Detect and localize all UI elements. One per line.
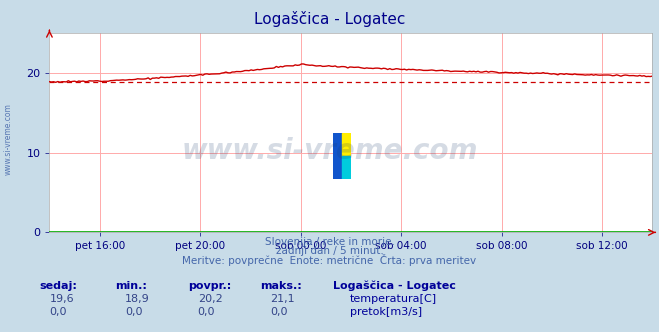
Bar (333, 133, 342, 179)
Text: Meritve: povprečne  Enote: metrične  Črta: prva meritev: Meritve: povprečne Enote: metrične Črta:… (183, 254, 476, 266)
Text: povpr.:: povpr.: (188, 281, 231, 290)
Text: pretok[m3/s]: pretok[m3/s] (350, 307, 422, 317)
Text: 0,0: 0,0 (49, 307, 67, 317)
Text: sedaj:: sedaj: (40, 281, 77, 290)
Bar (342, 133, 351, 156)
Text: 0,0: 0,0 (270, 307, 288, 317)
Text: 21,1: 21,1 (270, 294, 295, 304)
Text: 18,9: 18,9 (125, 294, 150, 304)
Text: Logaščica - Logatec: Logaščica - Logatec (333, 281, 455, 291)
Text: 20,2: 20,2 (198, 294, 223, 304)
Text: min.:: min.: (115, 281, 147, 290)
Text: 19,6: 19,6 (49, 294, 74, 304)
Text: 0,0: 0,0 (198, 307, 215, 317)
Text: zadnji dan / 5 minut.: zadnji dan / 5 minut. (275, 246, 384, 256)
Text: temperatura[C]: temperatura[C] (350, 294, 437, 304)
Bar (342, 156, 351, 179)
Text: maks.:: maks.: (260, 281, 302, 290)
Text: www.si-vreme.com: www.si-vreme.com (4, 104, 13, 175)
Text: Logaščica - Logatec: Logaščica - Logatec (254, 11, 405, 27)
Text: www.si-vreme.com: www.si-vreme.com (181, 137, 478, 165)
Text: Slovenija / reke in morje.: Slovenija / reke in morje. (264, 237, 395, 247)
Text: 0,0: 0,0 (125, 307, 143, 317)
